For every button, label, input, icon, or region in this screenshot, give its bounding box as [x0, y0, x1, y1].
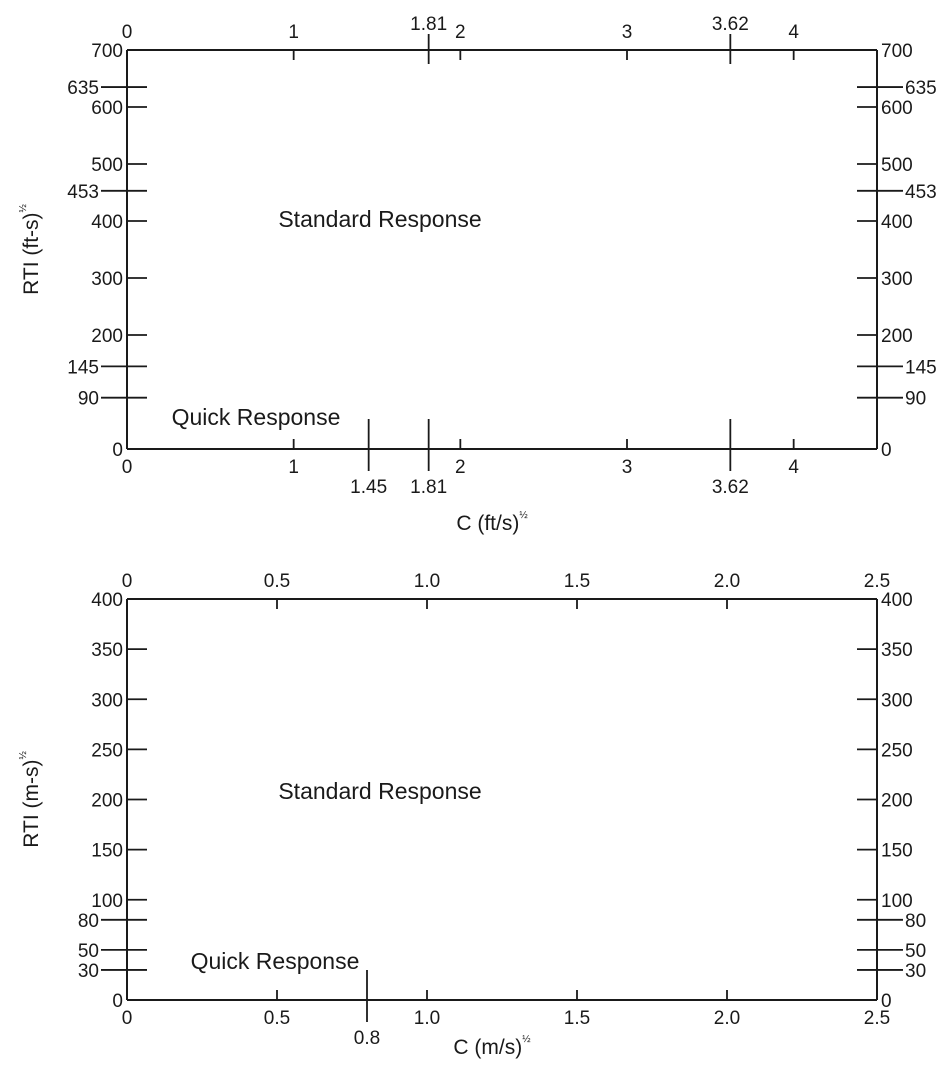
- x-special-label-top: 3.62: [712, 14, 749, 35]
- y-axis-title-exponent: ½: [18, 751, 29, 760]
- y-tick-label-left: 400: [91, 212, 123, 233]
- y-axis-title: RTI (ft-s)½: [18, 203, 43, 294]
- x-tick-label-top: 4: [788, 22, 799, 43]
- x-tick-label-bottom: 1.0: [414, 1008, 440, 1029]
- x-tick-label-top: 2.5: [864, 571, 890, 592]
- y-tick-label-right: 200: [881, 326, 913, 347]
- y-tick-label-left: 100: [91, 891, 123, 912]
- series-label-standard: Standard Response: [278, 206, 481, 232]
- y-special-label-right: 635: [905, 78, 937, 99]
- x-axis-title-text: C (ft/s): [456, 512, 519, 535]
- y-special-label-left: 50: [78, 941, 99, 962]
- x-tick-label-bottom: 0: [122, 457, 133, 478]
- y-special-label-right: 50: [905, 941, 926, 962]
- x-tick-label-top: 3: [622, 22, 633, 43]
- x-axis-title: C (ft/s)½: [456, 510, 528, 535]
- x-special-label-top: 1.81: [410, 14, 447, 35]
- series-label-quick: Quick Response: [172, 404, 341, 430]
- y-tick-label-right: 250: [881, 740, 913, 761]
- x-tick-label-bottom: 0: [122, 1008, 133, 1029]
- y-tick-label-right: 700: [881, 41, 913, 62]
- y-tick-label-right: 400: [881, 590, 913, 611]
- x-tick-label-bottom: 4: [788, 457, 799, 478]
- x-tick-label-bottom: 2.5: [864, 1008, 890, 1029]
- x-tick-label-bottom: 1.5: [564, 1008, 590, 1029]
- x-special-label-bottom: 1.81: [410, 477, 447, 498]
- y-tick-label-right: 600: [881, 98, 913, 119]
- x-tick-label-top: 2: [455, 22, 466, 43]
- x-tick-label-bottom: 2.0: [714, 1008, 740, 1029]
- y-tick-label-right: 100: [881, 891, 913, 912]
- y-tick-label-right: 400: [881, 212, 913, 233]
- y-special-label-right: 90: [905, 389, 926, 410]
- y-tick-label-left: 300: [91, 690, 123, 711]
- x-tick-label-bottom: 2: [455, 457, 466, 478]
- x-special-label-bottom: 3.62: [712, 477, 749, 498]
- y-tick-label-right: 0: [881, 991, 892, 1012]
- x-tick-label-top: 0: [122, 571, 133, 592]
- y-special-label-left: 453: [67, 182, 99, 203]
- x-special-label-bottom: 1.45: [350, 477, 387, 498]
- y-tick-label-left: 300: [91, 269, 123, 290]
- y-special-label-left: 80: [78, 911, 99, 932]
- y-axis-title-text: RTI (ft-s): [20, 212, 43, 294]
- y-axis-title: RTI (m-s)½: [18, 751, 43, 848]
- series-label-standard: Standard Response: [278, 778, 481, 804]
- y-tick-label-left: 600: [91, 98, 123, 119]
- x-tick-label-top: 1.5: [564, 571, 590, 592]
- x-axis-title: C (m/s)½: [453, 1034, 531, 1059]
- y-tick-label-right: 150: [881, 841, 913, 862]
- y-tick-label-right: 300: [881, 269, 913, 290]
- x-tick-label-bottom: 1: [288, 457, 299, 478]
- y-special-label-right: 80: [905, 911, 926, 932]
- x-tick-label-bottom: 0.5: [264, 1008, 290, 1029]
- y-special-label-left: 90: [78, 389, 99, 410]
- y-tick-label-left: 350: [91, 640, 123, 661]
- y-special-label-right: 453: [905, 182, 937, 203]
- x-axis-title-exponent: ½: [519, 510, 528, 521]
- y-tick-label-left: 0: [112, 440, 123, 461]
- y-special-label-left: 30: [78, 961, 99, 982]
- x-tick-label-top: 1: [288, 22, 299, 43]
- y-tick-label-right: 300: [881, 690, 913, 711]
- x-tick-label-bottom: 3: [622, 457, 633, 478]
- y-tick-label-left: 250: [91, 740, 123, 761]
- y-tick-label-left: 500: [91, 155, 123, 176]
- y-axis-title-exponent: ½: [18, 203, 29, 212]
- y-special-label-left: 635: [67, 78, 99, 99]
- y-special-label-left: 145: [67, 357, 99, 378]
- y-axis-title-text: RTI (m-s): [20, 760, 43, 848]
- x-tick-label-top: 0: [122, 22, 133, 43]
- y-tick-label-left: 150: [91, 841, 123, 862]
- y-tick-label-left: 400: [91, 590, 123, 611]
- y-tick-label-right: 200: [881, 791, 913, 812]
- x-axis-title-text: C (m/s): [453, 1036, 522, 1059]
- x-axis-title-exponent: ½: [522, 1034, 531, 1045]
- series-label-quick: Quick Response: [191, 948, 360, 974]
- x-tick-label-top: 0.5: [264, 571, 290, 592]
- y-tick-label-left: 0: [112, 991, 123, 1012]
- y-tick-label-left: 700: [91, 41, 123, 62]
- y-tick-label-right: 500: [881, 155, 913, 176]
- y-tick-label-left: 200: [91, 326, 123, 347]
- x-special-label-bottom: 0.8: [354, 1028, 380, 1049]
- y-special-label-right: 30: [905, 961, 926, 982]
- y-special-label-right: 145: [905, 357, 937, 378]
- x-tick-label-top: 2.0: [714, 571, 740, 592]
- y-tick-label-right: 0: [881, 440, 892, 461]
- y-tick-label-left: 200: [91, 791, 123, 812]
- y-tick-label-right: 350: [881, 640, 913, 661]
- x-tick-label-top: 1.0: [414, 571, 440, 592]
